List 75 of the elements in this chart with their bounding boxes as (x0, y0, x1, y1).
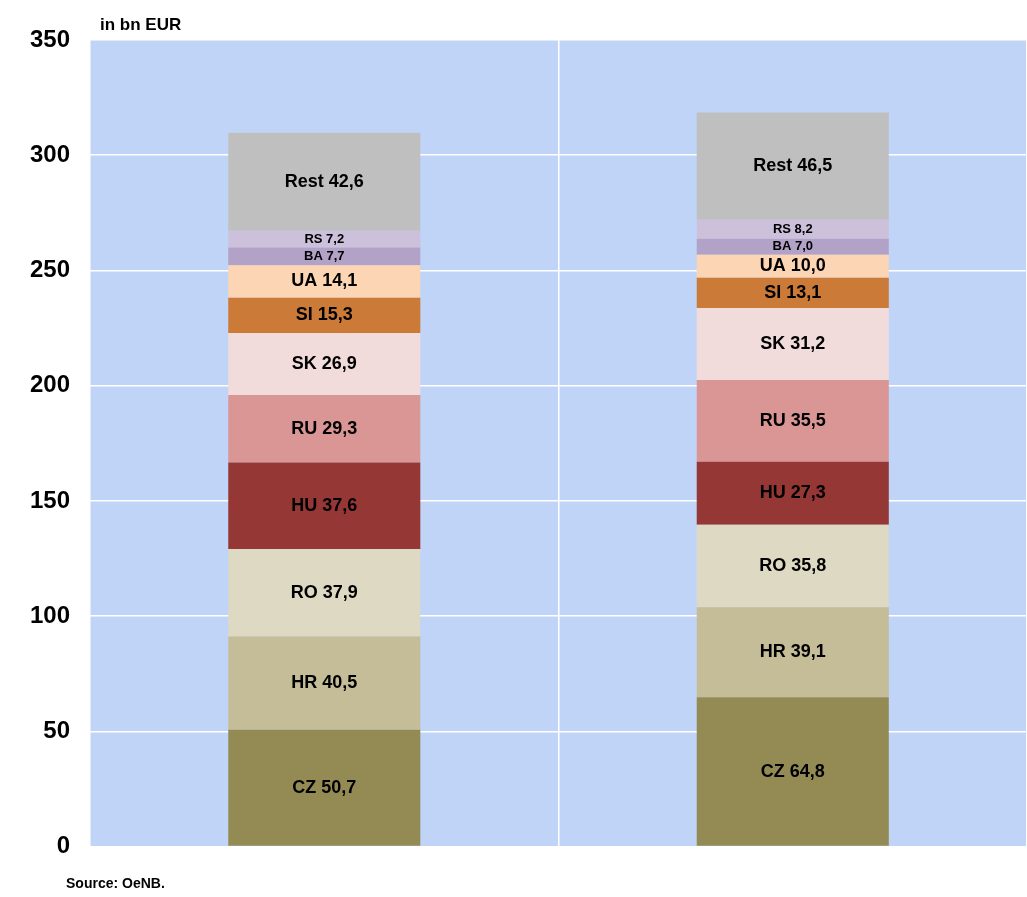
bar (696, 238, 889, 255)
text: BA (304, 247, 323, 263)
bar (696, 219, 889, 239)
bar (696, 524, 889, 608)
bar (696, 607, 889, 698)
text: SI (295, 304, 313, 325)
bar (228, 332, 421, 395)
bar (228, 265, 421, 298)
data-label: 31,2 (790, 332, 826, 353)
text: RS (772, 220, 791, 236)
data-label: 26,9 (321, 352, 357, 373)
source-note: Source: OeNB. (66, 875, 165, 891)
bar (696, 277, 889, 309)
data-label: 46,5 (797, 155, 833, 176)
bar (228, 297, 421, 333)
text: HR (291, 672, 318, 693)
data-label: 37,6 (322, 494, 358, 515)
bar (696, 308, 889, 380)
series-label: HU (759, 482, 786, 503)
series-label: RO (759, 554, 787, 575)
data-label: 14,1 (322, 270, 358, 291)
y-axis-title: in bn EUR (100, 15, 182, 34)
data-label: 7,2 (326, 230, 345, 246)
series-label: BA (772, 238, 792, 254)
y-tick-label: 250 (30, 255, 71, 283)
data-label: 7,0 (794, 238, 813, 254)
data-label: 7,7 (326, 247, 345, 263)
bar (696, 112, 889, 220)
series-label: SI (764, 281, 782, 302)
y-tick-label: 200 (30, 370, 71, 398)
data-label: 35,5 (790, 409, 826, 430)
data-label: 42,6 (328, 170, 364, 191)
bar (696, 461, 889, 525)
series-label: Rest (284, 170, 324, 191)
y-tick-label: 100 (30, 600, 71, 628)
text: SK (760, 332, 786, 353)
data-label: 13,1 (786, 281, 822, 302)
text: RO (290, 581, 318, 602)
bar (228, 729, 421, 846)
bar (228, 462, 421, 550)
data-label: 37,9 (322, 581, 358, 602)
data-label: 27,3 (790, 482, 826, 503)
bar (228, 247, 421, 266)
data-label: 10,0 (790, 255, 826, 276)
text: UA (291, 270, 318, 291)
bar (228, 132, 421, 231)
y-tick-label: 150 (30, 485, 71, 513)
series-label: RS (304, 230, 323, 246)
data-label: 40,5 (322, 672, 358, 693)
text: RU (759, 409, 786, 430)
series-label: HR (759, 641, 786, 662)
bar (696, 697, 889, 846)
bar (228, 394, 421, 463)
series-label: SK (291, 352, 317, 373)
text: HU (291, 494, 318, 515)
bar (228, 549, 421, 637)
data-label: 50,7 (321, 776, 357, 797)
data-label: 35,8 (791, 554, 827, 575)
series-label: RU (291, 417, 318, 438)
y-tick-label: 50 (43, 716, 71, 743)
data-label: 64,8 (789, 760, 825, 781)
data-label: 15,3 (317, 304, 353, 325)
series-label: UA (759, 255, 786, 276)
text: Rest (753, 155, 793, 176)
y-tick-label: 350 (30, 24, 71, 52)
series-label: CZ (292, 776, 317, 797)
bar (696, 379, 889, 462)
bar (228, 230, 421, 248)
bar (228, 636, 421, 730)
text: CZ (760, 760, 785, 781)
data-label: 29,3 (322, 417, 358, 438)
data-label: 8,2 (794, 220, 813, 236)
y-tick-label: 300 (30, 139, 71, 167)
data-label: 39,1 (790, 641, 826, 662)
y-tick-label: 0 (56, 831, 71, 859)
